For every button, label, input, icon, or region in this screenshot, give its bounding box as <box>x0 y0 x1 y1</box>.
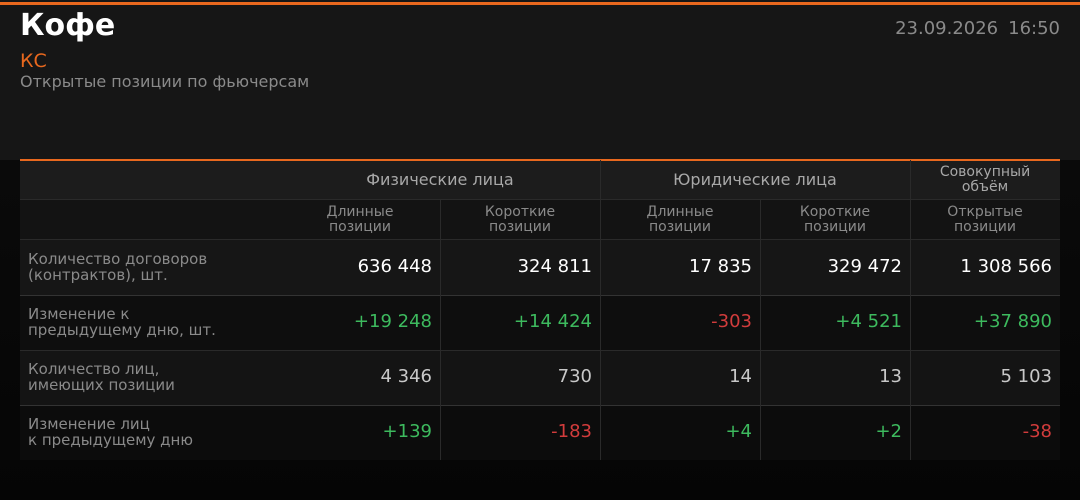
group-header: Юридические лица <box>600 160 910 200</box>
text-line: Изменение лиц <box>28 414 150 433</box>
column-header: Короткие позиции <box>760 200 910 240</box>
text-line: объём <box>961 179 1009 195</box>
value-cell: 14 <box>729 366 752 388</box>
value-cell: +139 <box>382 421 432 443</box>
row-line <box>20 350 1060 351</box>
text-line: Длинные <box>646 204 714 221</box>
value-cell: +37 890 <box>973 311 1052 333</box>
row-bg <box>20 240 1060 295</box>
accent-bar <box>0 2 1080 5</box>
column-header: Открытые позиции <box>910 200 1060 240</box>
column-header: Короткие позиции <box>440 200 600 240</box>
column-line <box>910 160 911 200</box>
row-bg <box>20 405 1060 460</box>
value-cell: +2 <box>875 421 902 443</box>
text-line: Изменение к <box>28 304 130 323</box>
row-line <box>20 295 1060 296</box>
text-line: к предыдущему дню <box>28 430 193 449</box>
row-label: Изменение лиц к предыдущему дню <box>20 405 280 460</box>
column-line <box>910 200 911 460</box>
text-line: Короткие <box>484 204 556 221</box>
value-cell: 5 103 <box>1000 366 1052 388</box>
column-header: Длинные позиции <box>600 200 760 240</box>
row-line <box>20 199 1060 200</box>
text-line: Количество лиц, <box>28 359 160 378</box>
title: Кофе <box>20 8 116 43</box>
value-cell: 636 448 <box>357 256 432 278</box>
value-cell: 329 472 <box>827 256 902 278</box>
column-line <box>600 200 601 460</box>
row-line <box>20 405 1060 406</box>
subheader-row <box>20 200 1060 240</box>
text-line: предыдущему дню, шт. <box>28 320 216 339</box>
value-cell: 1 308 566 <box>960 256 1052 278</box>
text-line: Юридические лица <box>673 169 837 189</box>
row-bg <box>20 295 1060 350</box>
value-cell: -183 <box>551 421 592 443</box>
value-cell: 4 346 <box>380 366 432 388</box>
text-line: Длинные <box>326 204 394 221</box>
text-line: позиции <box>489 219 551 235</box>
group-header: Совокупный объём <box>910 160 1060 200</box>
column-line <box>760 200 761 460</box>
value-cell: -303 <box>711 311 752 333</box>
value-cell: 324 811 <box>517 256 592 278</box>
value-cell: +4 <box>725 421 752 443</box>
text-line: Короткие <box>799 204 871 221</box>
text-line: Физические лица <box>366 169 514 189</box>
value-cell: 13 <box>879 366 902 388</box>
value-cell: 730 <box>557 366 592 388</box>
column-line <box>600 160 601 200</box>
text-line: Открытые <box>947 204 1023 221</box>
date: 23.09.2026 <box>895 18 999 39</box>
time: 16:50 <box>1008 18 1060 39</box>
text-line: позиции <box>954 219 1016 235</box>
timestamp: 23.09.2026 16:50 <box>885 18 1060 39</box>
text-line: позиции <box>649 219 711 235</box>
subtitle: Открытые позиции по фьючерсам <box>20 72 310 91</box>
value-cell: +19 248 <box>353 311 432 333</box>
header-row <box>20 160 1060 200</box>
column-header: Длинные позиции <box>280 200 440 240</box>
row-line <box>20 239 1060 240</box>
row-label: Количество лиц, имеющих позиции <box>20 350 280 405</box>
row-bg <box>20 350 1060 405</box>
value-cell: +4 521 <box>835 311 902 333</box>
row-label: Количество договоров (контрактов), шт. <box>20 240 280 295</box>
group-header: Физические лица <box>280 160 600 200</box>
text-line: Совокупный <box>939 164 1031 181</box>
ticker: КС <box>20 50 47 72</box>
value-cell: +14 424 <box>513 311 592 333</box>
text-line: позиции <box>804 219 866 235</box>
text-line: позиции <box>329 219 391 235</box>
value-cell: -38 <box>1022 421 1052 443</box>
text-line: (контрактов), шт. <box>28 265 168 284</box>
column-line <box>440 200 441 460</box>
row-label: Изменение к предыдущему дню, шт. <box>20 295 280 350</box>
table-top-line <box>20 159 1060 161</box>
text-line: Количество договоров <box>28 249 208 268</box>
value-cell: 17 835 <box>689 256 752 278</box>
text-line: имеющих позиции <box>28 375 175 394</box>
